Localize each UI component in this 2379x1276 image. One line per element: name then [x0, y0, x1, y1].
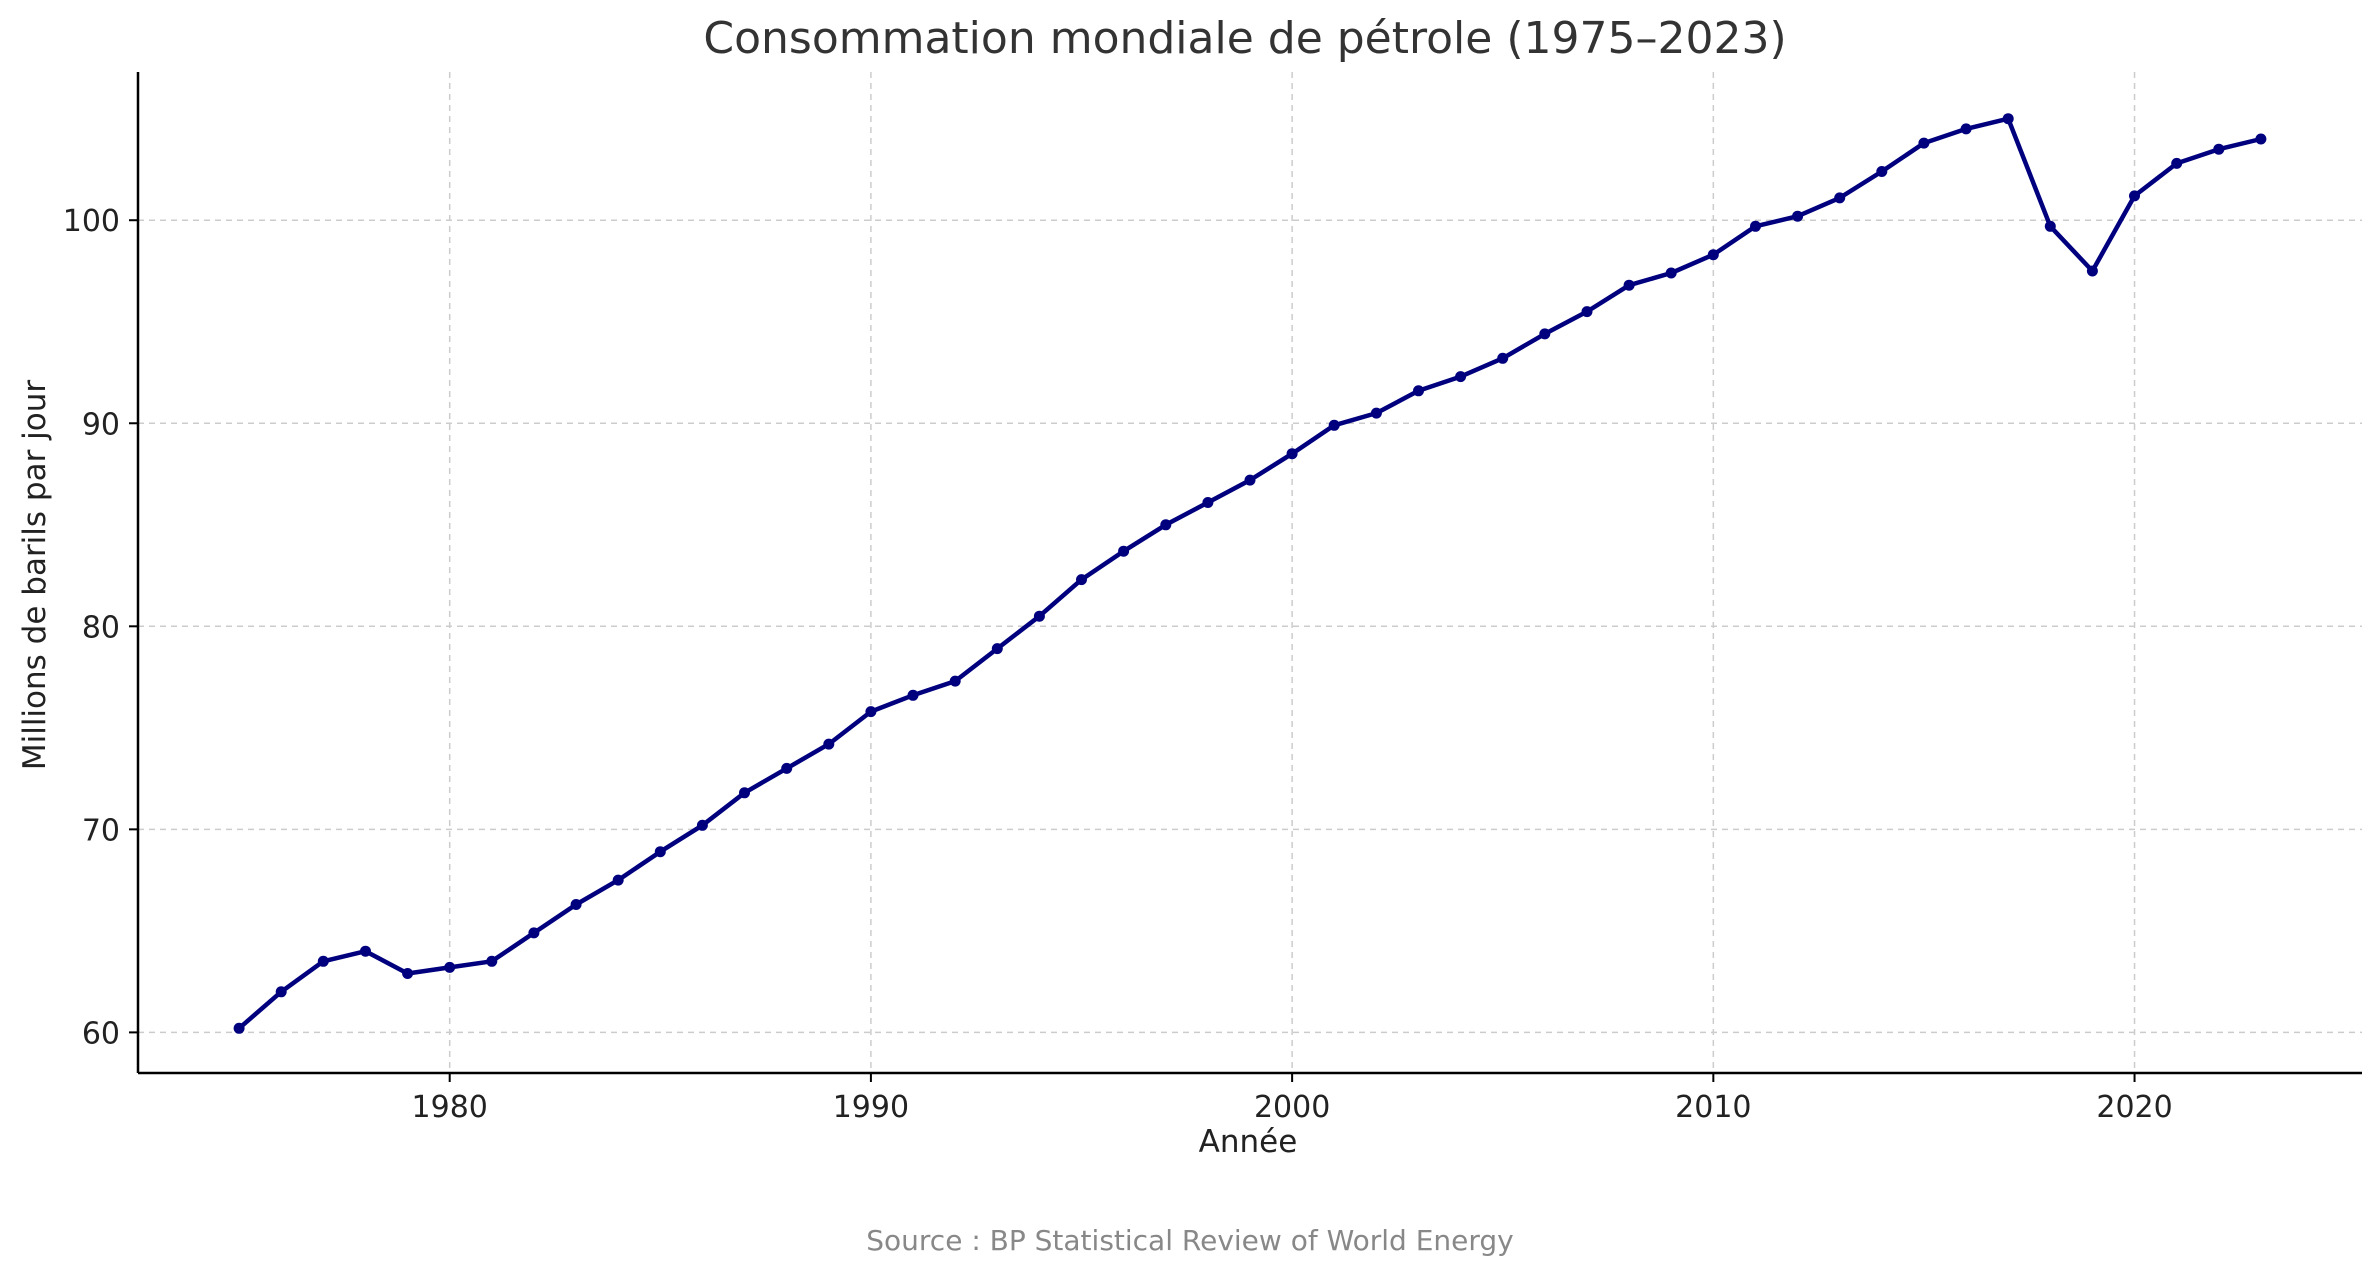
- data-point: [949, 675, 961, 687]
- data-point: [907, 689, 919, 701]
- x-tick-label: 2000: [1254, 1090, 1330, 1125]
- data-point: [1455, 371, 1467, 383]
- data-point: [1665, 267, 1677, 279]
- y-tick-label: 90: [82, 407, 120, 442]
- data-point: [1918, 137, 1930, 149]
- data-point: [1497, 352, 1509, 364]
- data-point: [1792, 210, 1804, 222]
- data-point: [1202, 497, 1214, 508]
- data-point: [2044, 220, 2056, 232]
- data-point: [739, 787, 750, 799]
- x-tick-label: 1980: [412, 1090, 488, 1125]
- data-point: [2255, 133, 2267, 145]
- data-point: [1413, 385, 1424, 397]
- x-ticks: 1980 1990 2000 2010 2020: [412, 1073, 2173, 1125]
- data-point: [2129, 190, 2140, 202]
- data-point: [1876, 166, 1888, 177]
- y-axis-label: Millions de barils par jour: [17, 380, 53, 771]
- data-point: [1834, 192, 1846, 204]
- data-point: [1076, 574, 1087, 586]
- data-point: [1960, 123, 1972, 135]
- y-ticks: 60 70 80 90 100: [63, 204, 138, 1051]
- data-point: [486, 955, 498, 967]
- chart-title: Consommation mondiale de pétrole (1975–2…: [703, 13, 1786, 64]
- grid: [138, 72, 2362, 1073]
- data-point: [612, 874, 624, 886]
- x-tick-label: 2010: [1675, 1090, 1751, 1125]
- data-point: [444, 961, 456, 973]
- data-point: [654, 846, 666, 858]
- data-point: [2171, 157, 2183, 169]
- data-point: [570, 899, 582, 910]
- x-axis-label: Année: [1199, 1124, 1298, 1160]
- y-tick-label: 100: [63, 204, 120, 239]
- data-point: [1707, 249, 1719, 261]
- data-point: [233, 1022, 245, 1034]
- data-point: [1623, 279, 1635, 291]
- data-point: [1244, 474, 1256, 486]
- x-tick-label: 1990: [833, 1090, 909, 1125]
- source-note: Source : BP Statistical Review of World …: [866, 1224, 1514, 1257]
- data-point: [1118, 545, 1130, 557]
- data-point: [1033, 610, 1045, 622]
- data-point: [696, 819, 708, 831]
- data-point: [2086, 265, 2098, 277]
- data-point: [1160, 519, 1172, 531]
- data-point: [991, 643, 1003, 655]
- data-point: [1539, 328, 1551, 340]
- data-point: [1328, 419, 1340, 431]
- data-point: [823, 738, 835, 750]
- data-point: [360, 945, 371, 957]
- data-point: [1370, 407, 1382, 419]
- data-point: [402, 968, 414, 979]
- axes: [136, 72, 2362, 1075]
- data-point: [528, 927, 540, 939]
- data-point: [1750, 220, 1761, 232]
- series-consommation: [233, 113, 2267, 1034]
- x-tick-label: 2020: [2096, 1090, 2172, 1125]
- y-tick-label: 80: [82, 610, 120, 645]
- data-point: [1286, 448, 1298, 460]
- data-point: [2002, 113, 2014, 125]
- data-point: [781, 762, 793, 774]
- data-point: [275, 986, 287, 998]
- y-tick-label: 70: [82, 813, 120, 848]
- series-line: [236, 116, 2264, 1031]
- data-point: [317, 955, 329, 967]
- data-point: [865, 706, 877, 718]
- data-point: [1581, 306, 1593, 318]
- data-point: [2213, 143, 2225, 155]
- y-tick-label: 60: [82, 1016, 120, 1051]
